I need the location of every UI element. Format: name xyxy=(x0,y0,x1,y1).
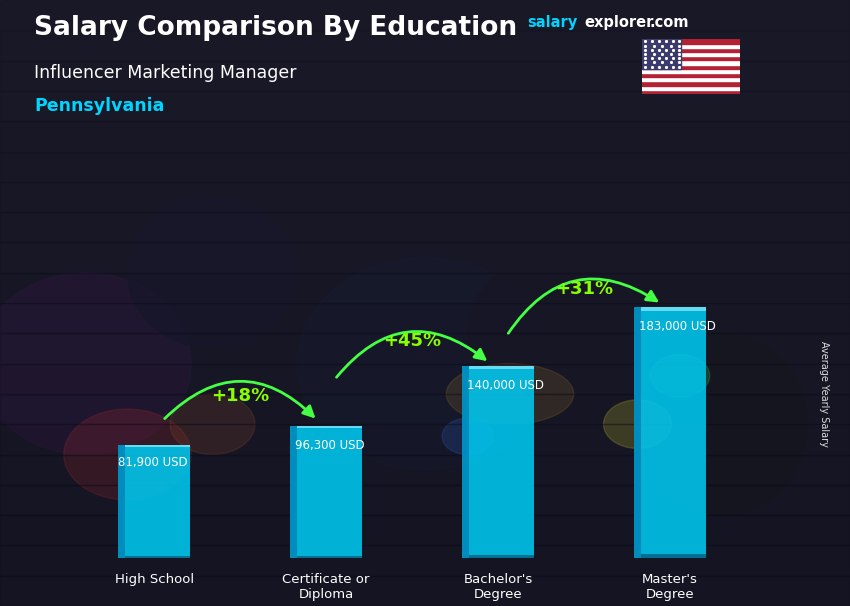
Bar xyxy=(0,485,850,515)
Bar xyxy=(462,365,535,558)
Bar xyxy=(462,365,469,558)
Bar xyxy=(0,333,850,364)
Ellipse shape xyxy=(0,273,191,454)
Ellipse shape xyxy=(442,418,493,454)
Ellipse shape xyxy=(638,333,808,515)
Bar xyxy=(634,307,641,558)
Bar xyxy=(469,554,535,558)
Bar xyxy=(0,576,850,606)
Bar xyxy=(0,242,850,273)
Bar xyxy=(0,182,850,212)
Bar xyxy=(641,307,706,311)
Bar xyxy=(0,0,850,30)
Bar xyxy=(642,52,740,56)
Bar xyxy=(642,90,740,94)
Bar xyxy=(0,61,850,91)
Text: +45%: +45% xyxy=(383,332,441,350)
Ellipse shape xyxy=(128,197,298,348)
Bar xyxy=(0,30,850,61)
Ellipse shape xyxy=(170,394,255,454)
Bar xyxy=(642,56,740,61)
Text: 140,000 USD: 140,000 USD xyxy=(468,379,544,393)
Bar xyxy=(125,445,190,447)
Bar xyxy=(298,425,362,428)
Bar xyxy=(125,556,190,558)
Bar xyxy=(0,91,850,121)
Bar xyxy=(118,445,190,558)
Bar xyxy=(298,556,362,558)
Bar xyxy=(642,73,740,77)
Bar xyxy=(0,545,850,576)
Bar xyxy=(642,77,740,81)
Bar xyxy=(642,81,740,85)
Bar xyxy=(0,303,850,333)
Text: Salary Comparison By Education: Salary Comparison By Education xyxy=(34,15,517,41)
Text: Influencer Marketing Manager: Influencer Marketing Manager xyxy=(34,64,297,82)
Bar xyxy=(290,425,298,558)
Text: 183,000 USD: 183,000 USD xyxy=(639,321,716,333)
Text: Average Yearly Salary: Average Yearly Salary xyxy=(819,341,829,447)
Bar xyxy=(0,454,850,485)
Bar xyxy=(0,515,850,545)
Bar xyxy=(118,445,125,558)
Bar xyxy=(0,152,850,182)
Bar xyxy=(641,554,706,558)
Bar xyxy=(642,44,740,48)
Bar xyxy=(290,425,362,558)
Bar xyxy=(642,39,740,44)
Bar xyxy=(469,365,535,369)
Ellipse shape xyxy=(468,242,722,424)
Bar xyxy=(642,85,740,90)
Bar xyxy=(0,121,850,152)
Bar xyxy=(0,394,850,424)
Ellipse shape xyxy=(64,409,191,500)
Bar xyxy=(0,364,850,394)
Ellipse shape xyxy=(298,258,552,470)
Text: salary: salary xyxy=(527,15,577,30)
Text: 96,300 USD: 96,300 USD xyxy=(295,439,365,452)
Bar xyxy=(642,48,740,52)
Text: explorer: explorer xyxy=(585,15,654,30)
Text: .com: .com xyxy=(649,15,688,30)
Bar xyxy=(642,68,740,73)
Text: +31%: +31% xyxy=(555,280,613,298)
Ellipse shape xyxy=(446,364,574,424)
Bar xyxy=(0,212,850,242)
Text: +18%: +18% xyxy=(211,387,269,405)
Bar xyxy=(642,61,740,65)
Text: 81,900 USD: 81,900 USD xyxy=(118,456,188,469)
Bar xyxy=(634,307,706,558)
Ellipse shape xyxy=(604,400,672,448)
Bar xyxy=(0,273,850,303)
Bar xyxy=(0,424,850,454)
Bar xyxy=(642,65,740,68)
Text: Pennsylvania: Pennsylvania xyxy=(34,97,164,115)
Bar xyxy=(642,39,681,68)
Ellipse shape xyxy=(650,355,710,397)
